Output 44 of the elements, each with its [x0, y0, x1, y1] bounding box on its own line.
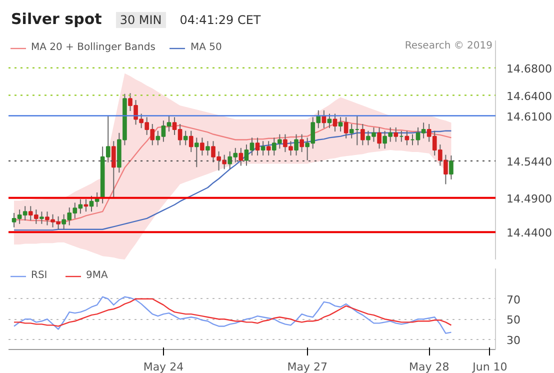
line-series: [13, 298, 452, 327]
y-tick-label: 30: [506, 334, 520, 347]
y-tick-label: 50: [506, 314, 520, 327]
candlestick: [394, 126, 398, 142]
candlestick: [449, 154, 454, 180]
candlestick: [338, 116, 343, 132]
candlestick: [183, 130, 188, 146]
y-tick-label: 14.4900: [506, 192, 552, 206]
x-tick-label: Jun 10: [472, 360, 508, 373]
y-tick-label: 14.4400: [506, 226, 552, 240]
legend-label: RSI: [31, 270, 48, 281]
x-tick-label: May 24: [143, 360, 184, 373]
candlestick: [360, 123, 365, 146]
candlestick: [377, 126, 382, 150]
candlestick: [294, 134, 298, 156]
candlestick: [300, 134, 304, 153]
candlestick: [200, 137, 204, 156]
candlestick: [40, 211, 44, 224]
chart-subtitle: 30 MIN: [116, 12, 166, 28]
y-tick-label: 14.5440: [506, 155, 552, 168]
legend-label: MA 50: [190, 42, 222, 53]
candlestick: [327, 113, 332, 129]
candlestick: [111, 140, 116, 198]
candlestick: [194, 137, 199, 168]
candlestick: [188, 130, 194, 153]
candlestick: [238, 147, 244, 166]
y-tick-label: 14.6400: [506, 90, 552, 103]
text: 04:41:29 CET: [180, 13, 261, 27]
annotation: Research © 2019: [404, 40, 493, 52]
chart-title: Silver spot: [11, 10, 102, 28]
line-series: [13, 296, 452, 334]
y-tick-label: 70: [506, 293, 520, 306]
legend-label: MA 20 + Bollinger Bands: [31, 42, 156, 53]
candlestick: [344, 116, 348, 139]
candlestick: [260, 140, 266, 156]
y-tick-label: 14.6800: [506, 62, 552, 76]
candlestick: [266, 140, 271, 156]
y-tick-label: 14.6100: [506, 110, 552, 124]
legend-label: 9MA: [86, 270, 108, 281]
x-tick-label: May 28: [408, 360, 450, 373]
candlestick: [206, 140, 210, 156]
x-tick-label: May 27: [287, 360, 328, 373]
candlestick: [255, 137, 260, 156]
candlestick: [332, 113, 338, 132]
